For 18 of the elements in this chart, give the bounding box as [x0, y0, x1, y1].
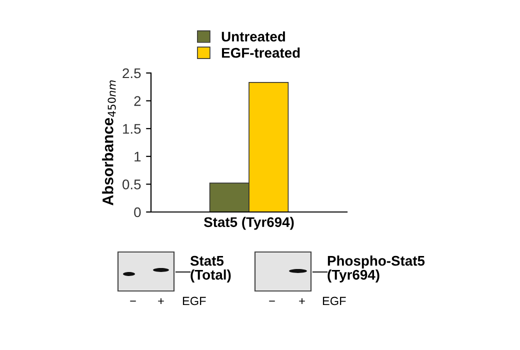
legend-label: Untreated: [222, 31, 285, 42]
y-tick-label: 1: [134, 152, 141, 162]
legend-label: EGF-treated: [222, 48, 300, 58]
text: +: [299, 298, 305, 304]
text: −: [269, 300, 275, 302]
text: +: [158, 298, 164, 304]
x-tick-label: Stat5 (Tyr694): [204, 216, 294, 230]
y-tick-label: 1.5: [123, 124, 141, 134]
y-axis-title: Absorbance$_{450nm}$: [102, 80, 116, 206]
text: Phospho-Stat5 (Tyr694): [328, 256, 425, 282]
text: EGF: [182, 296, 206, 306]
text: −: [130, 300, 136, 302]
y-tick-label: 0.5: [122, 180, 141, 190]
text: Stat5 (Total): [190, 256, 231, 282]
y-tick-label: 2.5: [122, 68, 141, 78]
y-tick-label: 2: [134, 96, 141, 106]
text: EGF: [322, 296, 346, 306]
y-tick-label: 0: [134, 207, 141, 218]
